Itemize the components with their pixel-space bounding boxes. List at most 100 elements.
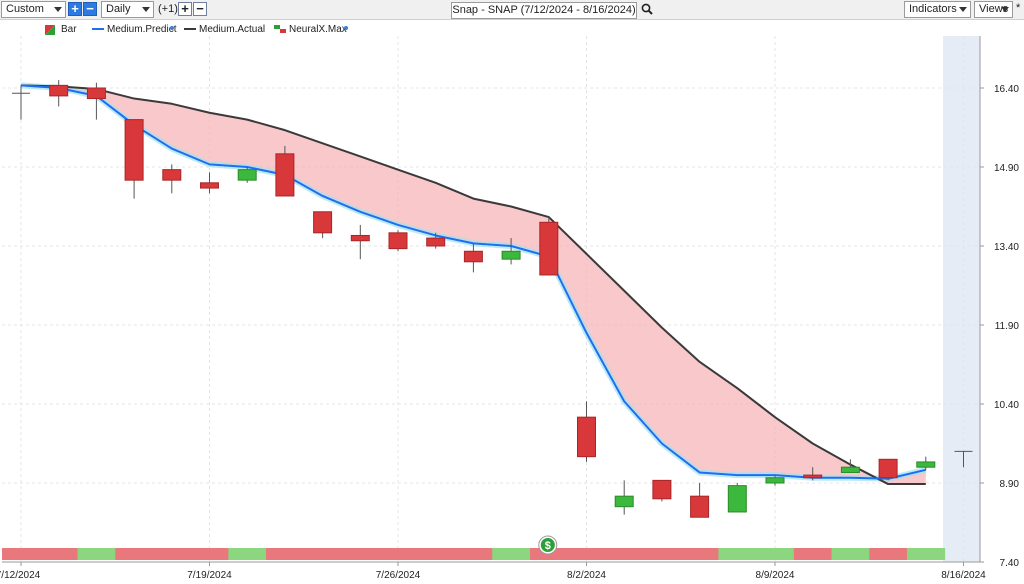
candle — [954, 450, 973, 468]
chart-legend: Bar Medium.Predict Medium.Actual NeuralX… — [0, 21, 940, 37]
band-segment — [680, 548, 719, 560]
period-select[interactable]: Custom — [1, 1, 66, 18]
indicators-menu[interactable]: Indicators — [904, 1, 971, 18]
chevron-down-icon — [54, 7, 62, 12]
band-segment — [190, 548, 229, 560]
x-tick-label: 8/2/2024 — [567, 570, 606, 581]
candle-body — [916, 461, 936, 468]
modified-mark: * — [1016, 2, 1021, 14]
views-menu-label: Views — [979, 3, 1009, 15]
interval-select[interactable]: Daily — [101, 1, 154, 18]
legend-item-neuralx-max[interactable]: NeuralX.Max — [289, 24, 347, 35]
candle-body — [275, 153, 295, 197]
candle-body — [727, 485, 747, 513]
candle-body — [162, 169, 182, 181]
candle-body — [501, 250, 521, 260]
neural-icon — [274, 25, 286, 33]
chevron-down-icon — [142, 7, 150, 12]
band-segment — [567, 548, 606, 560]
future-zone-rect — [943, 36, 980, 562]
candle — [463, 243, 483, 273]
candle-body — [765, 477, 785, 484]
x-tick-label: 8/9/2024 — [756, 570, 795, 581]
settings-dot-icon[interactable] — [344, 26, 348, 30]
band-segment — [303, 548, 342, 560]
candle-body — [463, 250, 483, 263]
x-tick-label: 7/26/2024 — [376, 570, 421, 581]
band-segment — [756, 548, 795, 560]
band-segment — [228, 548, 267, 560]
dividend-icon-glyph: $ — [545, 540, 551, 552]
band-segment — [906, 548, 946, 560]
band-segment — [718, 548, 757, 560]
band-segment — [2, 548, 41, 560]
candle — [765, 475, 785, 486]
candle — [916, 456, 936, 470]
remove-button[interactable]: − — [83, 2, 97, 16]
band-segment — [605, 548, 644, 560]
interval-select-value: Daily — [106, 3, 131, 15]
candle — [237, 167, 257, 183]
candle — [803, 467, 823, 481]
band-segment — [793, 548, 833, 560]
dividend-icon — [540, 538, 555, 552]
x-tick-label: 7/12/2024 — [0, 570, 41, 581]
y-tick-label: 11.90 — [995, 321, 1020, 332]
band-segment — [115, 548, 154, 560]
candle-body — [350, 234, 370, 242]
band-segment — [341, 548, 380, 560]
minus-button[interactable]: − — [193, 2, 207, 16]
band-segment — [454, 548, 493, 560]
chevron-down-icon — [1001, 7, 1009, 12]
legend-item-medium-predict[interactable]: Medium.Predict — [107, 24, 177, 35]
y-tick-label: 16.40 — [994, 84, 1019, 95]
add-button[interactable]: + — [68, 2, 82, 16]
actual-line — [20, 84, 926, 486]
line-icon — [184, 28, 196, 30]
chevron-down-icon — [959, 7, 967, 12]
line-icon — [92, 28, 104, 30]
candle-body — [539, 221, 559, 276]
candle — [539, 217, 559, 276]
candle-body — [426, 237, 446, 247]
candle-body — [577, 416, 596, 458]
y-tick-label: 13.40 — [994, 242, 1019, 253]
candle — [690, 483, 710, 518]
legend-item-bar[interactable]: Bar — [61, 24, 77, 35]
indicator-lines — [20, 82, 927, 486]
legend-item-medium-actual[interactable]: Medium.Actual — [199, 24, 266, 35]
future-zone — [943, 36, 980, 562]
band-segment — [266, 548, 305, 560]
indicators-menu-label: Indicators — [909, 3, 957, 15]
candle — [388, 230, 408, 252]
settings-dot-icon[interactable] — [170, 26, 174, 30]
candle-body — [237, 169, 257, 181]
band-segment — [492, 548, 531, 560]
candle — [878, 458, 898, 481]
candle — [577, 401, 596, 462]
candle-body — [803, 474, 823, 479]
band-segment — [416, 548, 456, 560]
dividend-marker[interactable]: $ — [538, 535, 558, 555]
candle-body — [878, 458, 898, 479]
candle-body — [840, 466, 860, 473]
candle-body — [690, 495, 710, 518]
candle — [652, 479, 672, 502]
plus-button[interactable]: + — [178, 2, 192, 16]
toolbar: Custom + − Daily (+1) + − Snap - SNAP (7… — [0, 0, 1024, 20]
candle-body — [124, 119, 144, 181]
candles — [12, 80, 973, 518]
search-icon[interactable] — [641, 3, 653, 15]
y-tick-label: 10.40 — [994, 400, 1019, 411]
candle — [350, 224, 370, 260]
band-segment — [869, 548, 908, 560]
symbol-title-field[interactable]: Snap - SNAP (7/12/2024 - 8/16/2024) — [451, 2, 637, 19]
candle — [200, 172, 219, 194]
candle — [313, 211, 333, 239]
offset-text: (+1) — [158, 3, 178, 15]
candle — [501, 238, 521, 265]
candle-body — [86, 87, 106, 100]
views-menu[interactable]: Views — [974, 1, 1013, 18]
x-axis: 7/12/2024 7/19/2024 7/26/2024 8/2/2024 8/9/2… — [0, 561, 986, 581]
